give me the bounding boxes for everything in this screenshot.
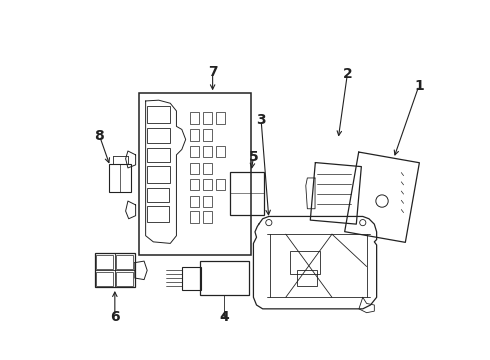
Bar [216,112,225,124]
Bar [190,163,199,174]
Bar [290,251,320,274]
Text: 8: 8 [95,129,104,143]
Bar [230,172,264,215]
Bar [190,145,199,157]
Bar [203,130,212,141]
Bar [117,272,133,286]
Bar [109,164,131,192]
Bar [190,195,199,207]
Bar [147,106,171,123]
Bar [147,128,171,143]
Bar [147,188,169,202]
Bar [203,195,212,207]
Bar [203,163,212,174]
Text: 5: 5 [248,150,258,164]
Bar [117,255,133,269]
Bar [199,261,249,295]
Text: 3: 3 [256,113,266,127]
Bar [147,166,171,183]
Bar [140,93,251,255]
Bar [203,179,212,190]
Text: 7: 7 [208,66,218,80]
Bar [203,211,212,222]
Bar [190,130,199,141]
Bar [182,266,201,289]
Bar [147,148,171,162]
Bar [216,179,225,190]
Text: 1: 1 [414,78,424,93]
Bar [203,145,212,157]
Bar [216,145,225,157]
Text: 6: 6 [110,310,120,324]
Bar [297,270,317,286]
Bar [190,112,199,124]
Bar [203,112,212,124]
Bar [190,211,199,222]
Bar [97,255,113,269]
Bar [147,206,169,222]
Bar [97,272,113,286]
Bar [190,179,199,190]
Text: 4: 4 [220,310,229,324]
Bar [95,253,135,287]
Text: 2: 2 [343,67,352,81]
